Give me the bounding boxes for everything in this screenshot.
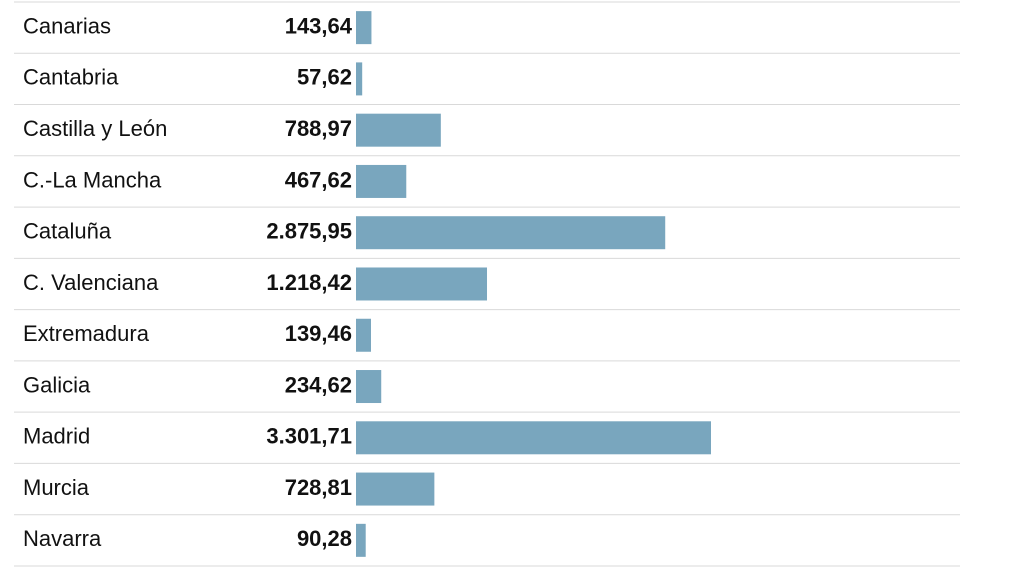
bar: [356, 267, 488, 301]
bar: [356, 216, 666, 250]
row-label: Navarra: [23, 526, 102, 551]
row-label: Cantabria: [23, 65, 119, 90]
bar: [356, 164, 407, 198]
value-label: 1.218,42: [266, 270, 352, 295]
value-label: 57,62: [297, 65, 352, 90]
bar: [356, 113, 441, 147]
bar: [356, 472, 435, 506]
row-label: Extremadura: [23, 321, 150, 346]
value-label: 90,28: [297, 526, 352, 551]
bar: [356, 11, 372, 45]
bar: [356, 318, 371, 352]
row-label: Castilla y León: [23, 116, 167, 141]
row-label: C. Valenciana: [23, 270, 159, 295]
bar: [356, 421, 711, 455]
value-label: 139,46: [285, 321, 352, 346]
value-label: 728,81: [285, 475, 352, 500]
row-label: Canarias: [23, 13, 111, 38]
bar: [356, 62, 363, 96]
value-label: 143,64: [285, 13, 353, 38]
bar: [356, 370, 382, 404]
value-label: 788,97: [285, 116, 352, 141]
value-label: 3.301,71: [266, 424, 352, 449]
row-label: Cataluña: [23, 219, 112, 244]
row-label: Madrid: [23, 424, 90, 449]
value-label: 234,62: [285, 372, 352, 397]
bar: [356, 523, 366, 557]
row-label: Murcia: [23, 475, 90, 500]
value-label: 467,62: [285, 167, 352, 192]
row-label: Galicia: [23, 372, 91, 397]
row-label: C.-La Mancha: [23, 167, 162, 192]
value-label: 2.875,95: [266, 219, 352, 244]
